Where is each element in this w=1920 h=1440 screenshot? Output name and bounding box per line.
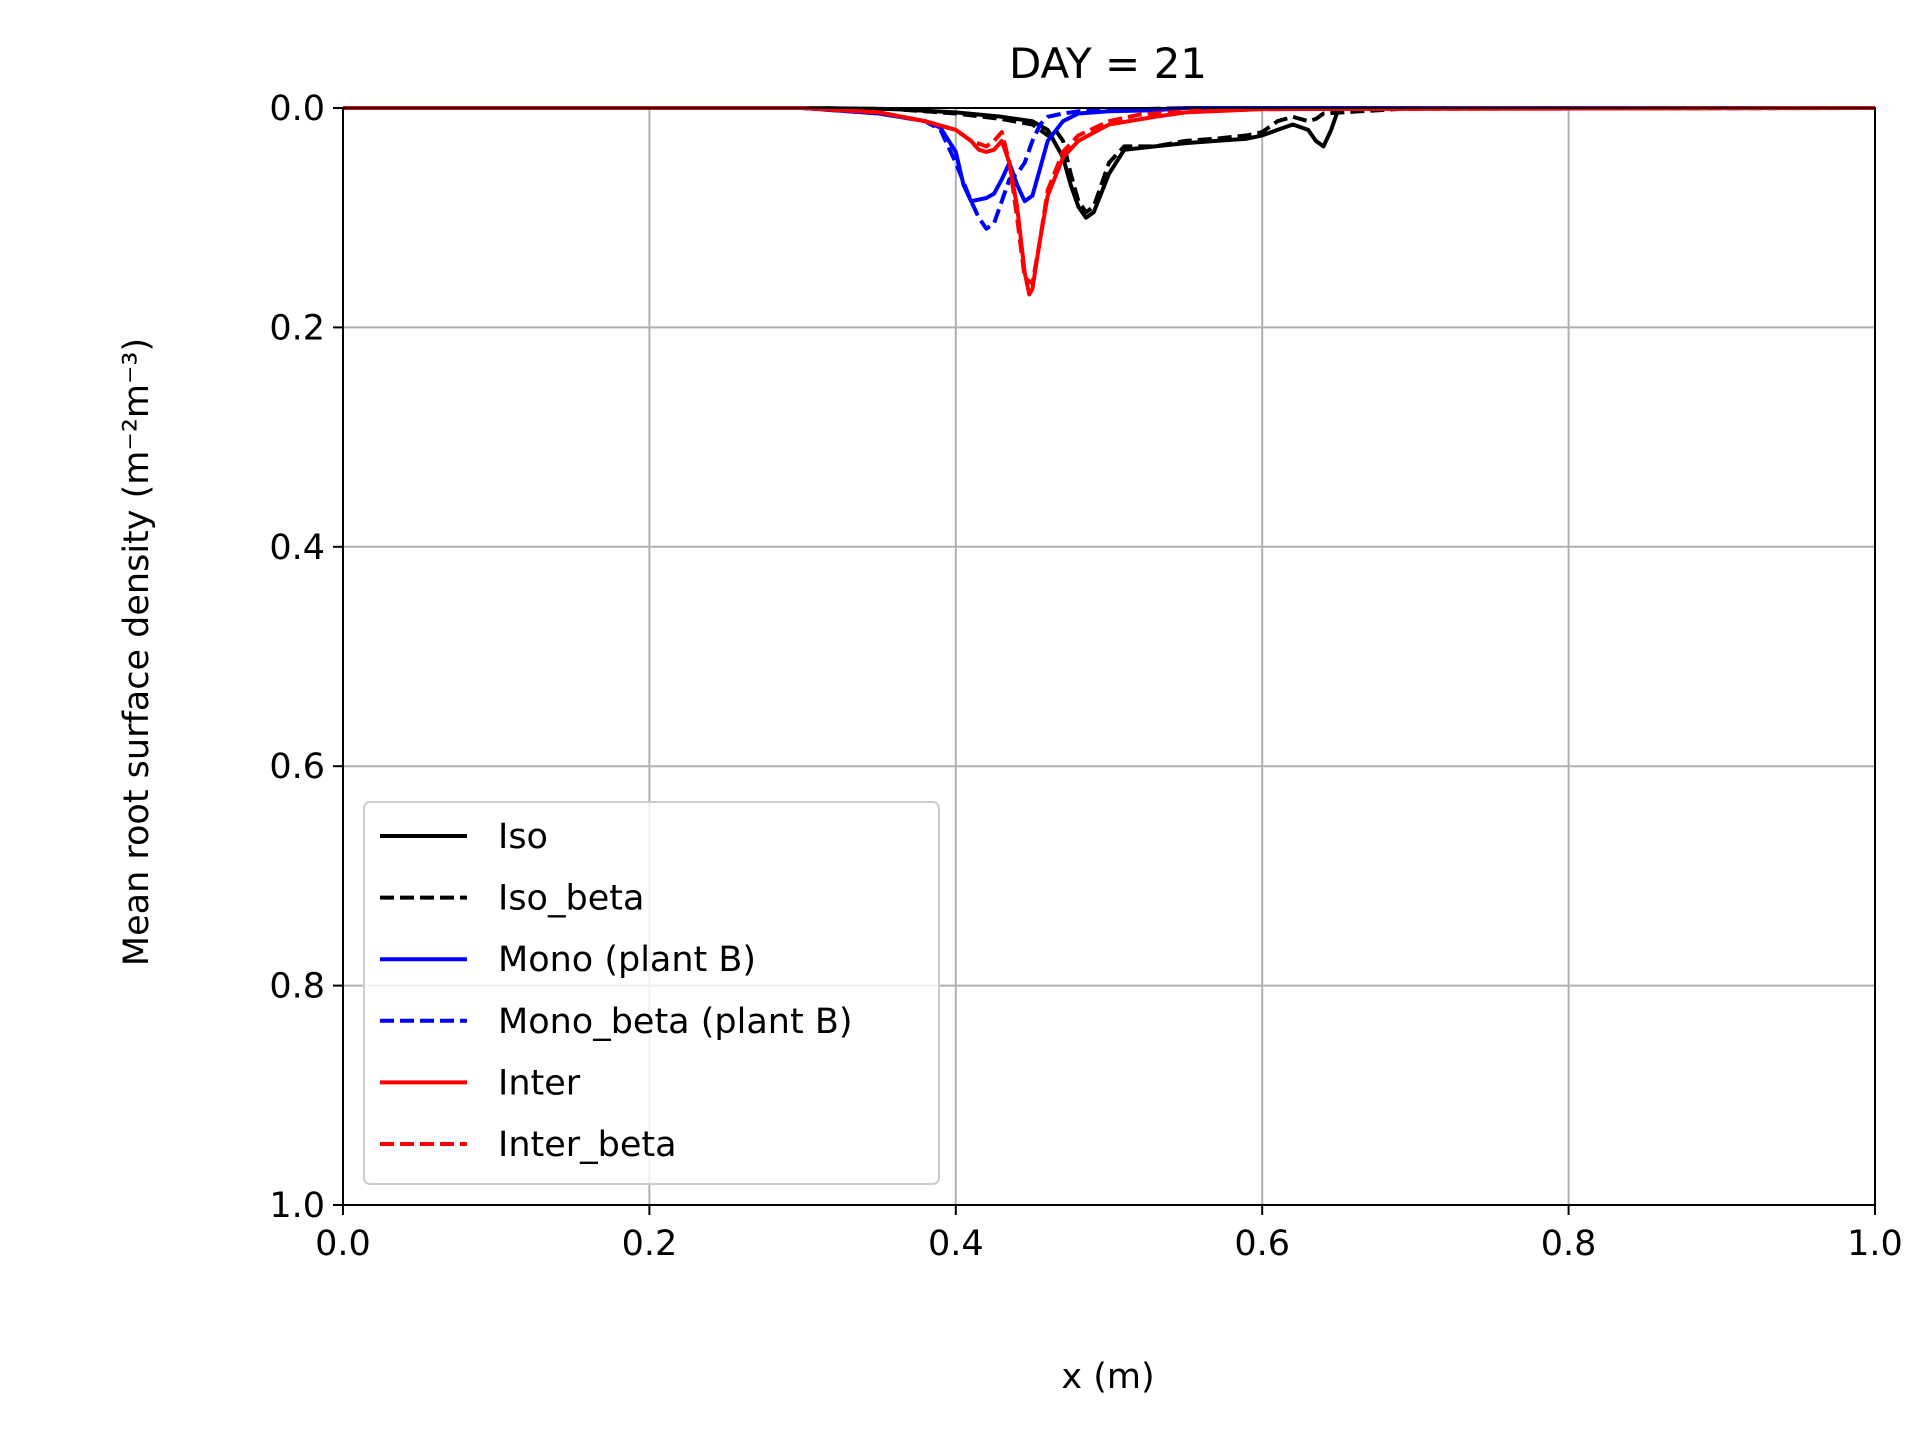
legend-box bbox=[363, 801, 940, 1185]
grid-lines bbox=[342, 107, 1876, 1206]
chart-title: DAY = 21 bbox=[1009, 39, 1207, 88]
legend-label: Inter bbox=[498, 1063, 581, 1103]
x-axis-ticks: 0.0 0.2 0.4 0.6 0.8 1.0 bbox=[315, 1205, 1903, 1264]
legend-label: Mono (plant B) bbox=[498, 940, 756, 980]
x-tick-label: 0.0 bbox=[315, 1224, 371, 1264]
x-tick-label: 0.2 bbox=[622, 1224, 678, 1264]
y-axis-title: Mean root surface density (m⁻²m⁻³) bbox=[117, 338, 157, 966]
y-tick-label: 0.2 bbox=[269, 308, 325, 348]
y-tick-label: 0.8 bbox=[269, 967, 325, 1007]
x-tick-label: 0.6 bbox=[1234, 1224, 1290, 1264]
y-tick-label: 0.6 bbox=[269, 747, 325, 787]
x-tick-label: 0.8 bbox=[1541, 1224, 1597, 1264]
y-tick-label: 0.4 bbox=[269, 528, 325, 568]
legend-label: Inter_beta bbox=[498, 1125, 677, 1165]
x-tick-label: 1.0 bbox=[1847, 1224, 1903, 1264]
y-tick-label: 0.0 bbox=[269, 89, 325, 129]
plot-frame bbox=[342, 107, 1876, 1206]
y-axis-ticks: 0.0 0.2 0.4 0.6 0.8 1.0 bbox=[269, 89, 343, 1226]
series-line-mono-beta-plant-b bbox=[343, 106, 1875, 231]
x-axis-title: x (m) bbox=[1061, 1357, 1154, 1397]
series-line-inter-beta bbox=[343, 106, 1876, 286]
legend-label: Iso bbox=[498, 817, 548, 857]
legend: Iso Iso_beta Mono (plant B) Mono_beta (plan… bbox=[363, 801, 940, 1185]
y-tick-label: 1.0 bbox=[269, 1186, 325, 1226]
series-line-iso-beta bbox=[343, 106, 1875, 215]
legend-label: Iso_beta bbox=[498, 879, 644, 919]
plot-series bbox=[343, 106, 1876, 297]
legend-label: Mono_beta (plant B) bbox=[498, 1002, 853, 1042]
x-tick-label: 0.4 bbox=[928, 1224, 984, 1264]
